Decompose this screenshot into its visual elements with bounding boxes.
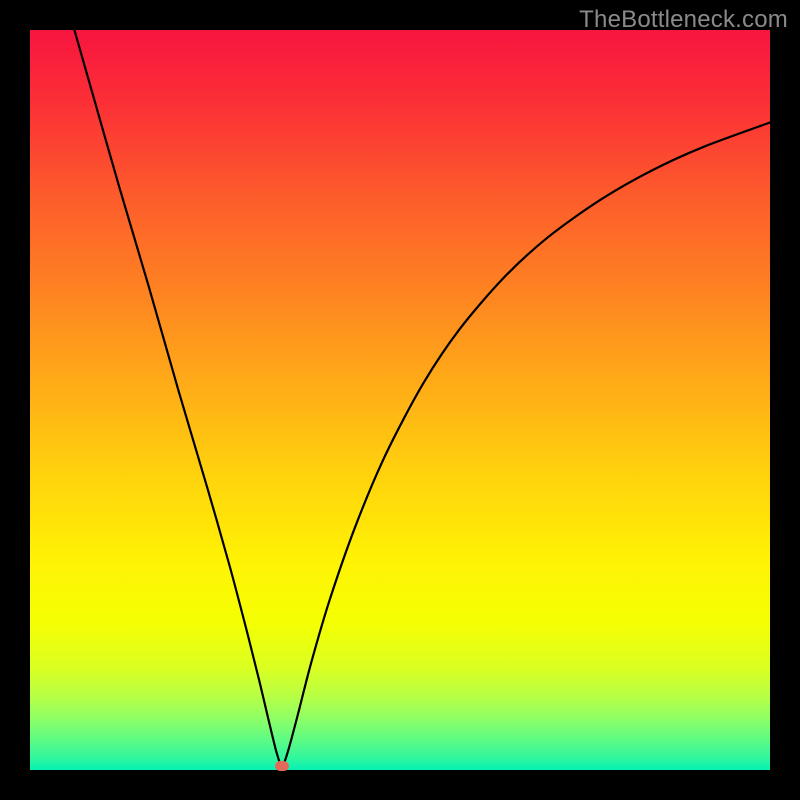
- plot-frame: [30, 30, 770, 770]
- watermark-text: TheBottleneck.com: [579, 6, 788, 34]
- bottleneck-curve: [74, 30, 770, 769]
- bottleneck-point-marker: [275, 761, 289, 771]
- chart-curve-layer: [30, 30, 770, 770]
